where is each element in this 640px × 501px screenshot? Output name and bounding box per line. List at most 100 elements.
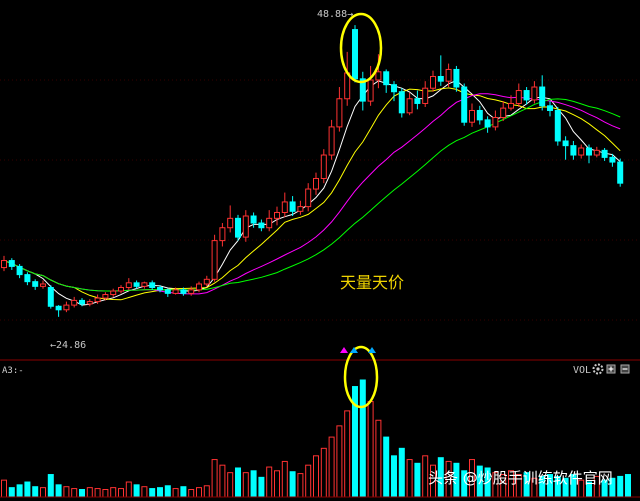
highlight-ellipse-candle <box>339 12 383 84</box>
volume-bar <box>47 474 54 498</box>
candle-body <box>133 282 140 287</box>
candle-body <box>578 147 585 156</box>
candle-body <box>453 68 460 88</box>
volume-bar <box>219 464 226 498</box>
candle-body <box>102 294 109 299</box>
candle-body <box>250 215 257 224</box>
candle-body <box>55 305 62 311</box>
volume-bar <box>266 466 273 498</box>
volume-bar <box>375 419 382 498</box>
candle-body <box>508 102 514 109</box>
candle-body <box>118 287 124 292</box>
volume-bar <box>63 486 70 498</box>
volume-bar <box>250 470 257 498</box>
volume-bar <box>24 481 31 498</box>
candle-body <box>281 201 288 213</box>
candle-body <box>149 282 156 289</box>
candle-body <box>328 126 335 156</box>
ma5-line <box>3 79 621 306</box>
volume-bar <box>55 484 62 498</box>
volume-bar <box>227 472 234 498</box>
candle-body <box>414 98 421 104</box>
candle-body <box>110 290 117 296</box>
candle-body <box>16 265 23 276</box>
candle-body <box>586 147 592 156</box>
volume-bar <box>383 436 390 498</box>
volume-bar <box>79 489 85 498</box>
candle-body <box>437 75 444 82</box>
candle-body <box>1 260 7 269</box>
candle-body <box>336 98 343 128</box>
candle-body <box>422 87 429 104</box>
candle-body <box>63 304 70 311</box>
volume-bar <box>102 489 109 498</box>
volume-bar <box>16 484 23 498</box>
volume-bar <box>172 488 179 498</box>
candle-body <box>430 75 436 89</box>
candle-body <box>47 287 54 307</box>
volume-bar <box>281 460 288 498</box>
annotation-text: 天量天价 <box>340 273 404 292</box>
candle-body <box>164 289 171 294</box>
candle-body <box>24 274 31 283</box>
volume-bar <box>320 447 327 498</box>
candle-body <box>375 71 382 81</box>
volume-bar <box>258 476 265 498</box>
candle-body <box>570 145 577 156</box>
gear-icon[interactable] <box>592 363 604 375</box>
volume-bar <box>8 487 15 498</box>
candle-body <box>211 240 218 280</box>
volume-bar <box>86 487 93 498</box>
candle-body <box>172 289 179 294</box>
candle-body <box>141 282 148 287</box>
volume-bar <box>359 379 366 498</box>
low-price-label: ←24.86 <box>50 340 86 351</box>
zoom-out-icon[interactable] <box>620 364 630 374</box>
candle-body <box>469 109 475 123</box>
volume-bar <box>94 488 101 498</box>
volume-bar <box>211 459 218 498</box>
ma20-line <box>3 93 621 295</box>
volume-bar <box>110 487 117 498</box>
candle-body <box>601 149 608 158</box>
volume-bar <box>125 481 132 498</box>
volume-bar <box>406 459 413 498</box>
candle-body <box>500 107 507 119</box>
vol-label: VOL <box>573 365 591 376</box>
volume-bar <box>242 472 249 498</box>
volume-bar <box>180 486 187 498</box>
candle-body <box>523 90 530 101</box>
candle-body <box>359 78 366 102</box>
candle-body <box>40 283 46 287</box>
volume-bar <box>203 485 210 498</box>
volume-bar <box>313 455 319 498</box>
zoom-in-icon[interactable] <box>606 364 616 374</box>
candle-body <box>8 260 15 267</box>
volume-bar <box>422 455 429 498</box>
candle-body <box>476 109 483 121</box>
volume-bar <box>71 488 78 498</box>
indicator-label: A3:- <box>2 366 24 376</box>
candle-body <box>562 140 569 147</box>
volume-top-markers <box>340 347 376 353</box>
candle-body <box>367 79 374 102</box>
candle-body <box>86 301 93 305</box>
candle-body <box>266 217 273 229</box>
candle-body <box>391 84 397 93</box>
candle-body <box>515 90 522 104</box>
candle-body <box>203 278 210 285</box>
candle-body <box>547 105 553 111</box>
candle-body <box>219 227 226 242</box>
volume-bar <box>32 486 39 498</box>
volume-bar <box>336 425 343 498</box>
candle-body <box>320 154 327 179</box>
candle-body <box>406 98 413 114</box>
volume-bar <box>414 462 421 498</box>
volume-bar <box>289 471 296 498</box>
highlight-ellipse-volume <box>343 345 379 409</box>
price-gridlines <box>0 79 640 321</box>
candle-body <box>305 188 312 208</box>
candle-body <box>461 86 468 123</box>
volume-bar <box>235 467 241 498</box>
